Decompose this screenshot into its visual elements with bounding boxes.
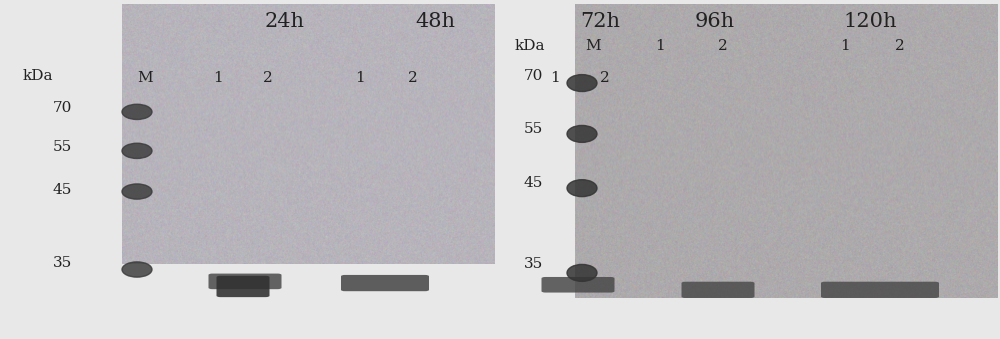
Ellipse shape bbox=[122, 104, 152, 119]
FancyBboxPatch shape bbox=[821, 282, 939, 298]
Ellipse shape bbox=[122, 143, 152, 158]
Text: 72h: 72h bbox=[580, 12, 620, 31]
Text: 1: 1 bbox=[550, 71, 560, 85]
Text: 48h: 48h bbox=[415, 12, 455, 31]
Ellipse shape bbox=[122, 262, 152, 277]
Ellipse shape bbox=[567, 264, 597, 281]
Ellipse shape bbox=[122, 184, 152, 199]
Text: 1: 1 bbox=[355, 71, 365, 85]
FancyBboxPatch shape bbox=[208, 274, 282, 289]
Text: 24h: 24h bbox=[265, 12, 305, 31]
Text: 1: 1 bbox=[655, 39, 665, 53]
Text: M: M bbox=[585, 39, 601, 53]
Text: 2: 2 bbox=[408, 71, 418, 85]
Text: 2: 2 bbox=[718, 39, 728, 53]
Text: 1: 1 bbox=[213, 71, 223, 85]
FancyBboxPatch shape bbox=[682, 282, 755, 298]
Text: 45: 45 bbox=[524, 176, 543, 190]
Text: 96h: 96h bbox=[695, 12, 735, 31]
FancyBboxPatch shape bbox=[216, 276, 270, 297]
Text: 55: 55 bbox=[53, 140, 72, 155]
Ellipse shape bbox=[567, 125, 597, 142]
Text: 2: 2 bbox=[600, 71, 610, 85]
Text: kDa: kDa bbox=[515, 39, 545, 53]
FancyBboxPatch shape bbox=[542, 277, 614, 293]
FancyBboxPatch shape bbox=[341, 275, 429, 291]
Ellipse shape bbox=[567, 75, 597, 92]
Text: 55: 55 bbox=[524, 122, 543, 136]
Text: 45: 45 bbox=[53, 183, 72, 197]
Text: M: M bbox=[137, 71, 153, 85]
Ellipse shape bbox=[567, 180, 597, 197]
Text: kDa: kDa bbox=[23, 69, 53, 83]
Text: 2: 2 bbox=[895, 39, 905, 53]
Text: 70: 70 bbox=[524, 69, 543, 83]
Text: 35: 35 bbox=[524, 257, 543, 272]
Text: 70: 70 bbox=[53, 101, 72, 116]
Text: 2: 2 bbox=[263, 71, 273, 85]
Text: 120h: 120h bbox=[843, 12, 897, 31]
Text: 35: 35 bbox=[53, 256, 72, 270]
Text: 1: 1 bbox=[840, 39, 850, 53]
